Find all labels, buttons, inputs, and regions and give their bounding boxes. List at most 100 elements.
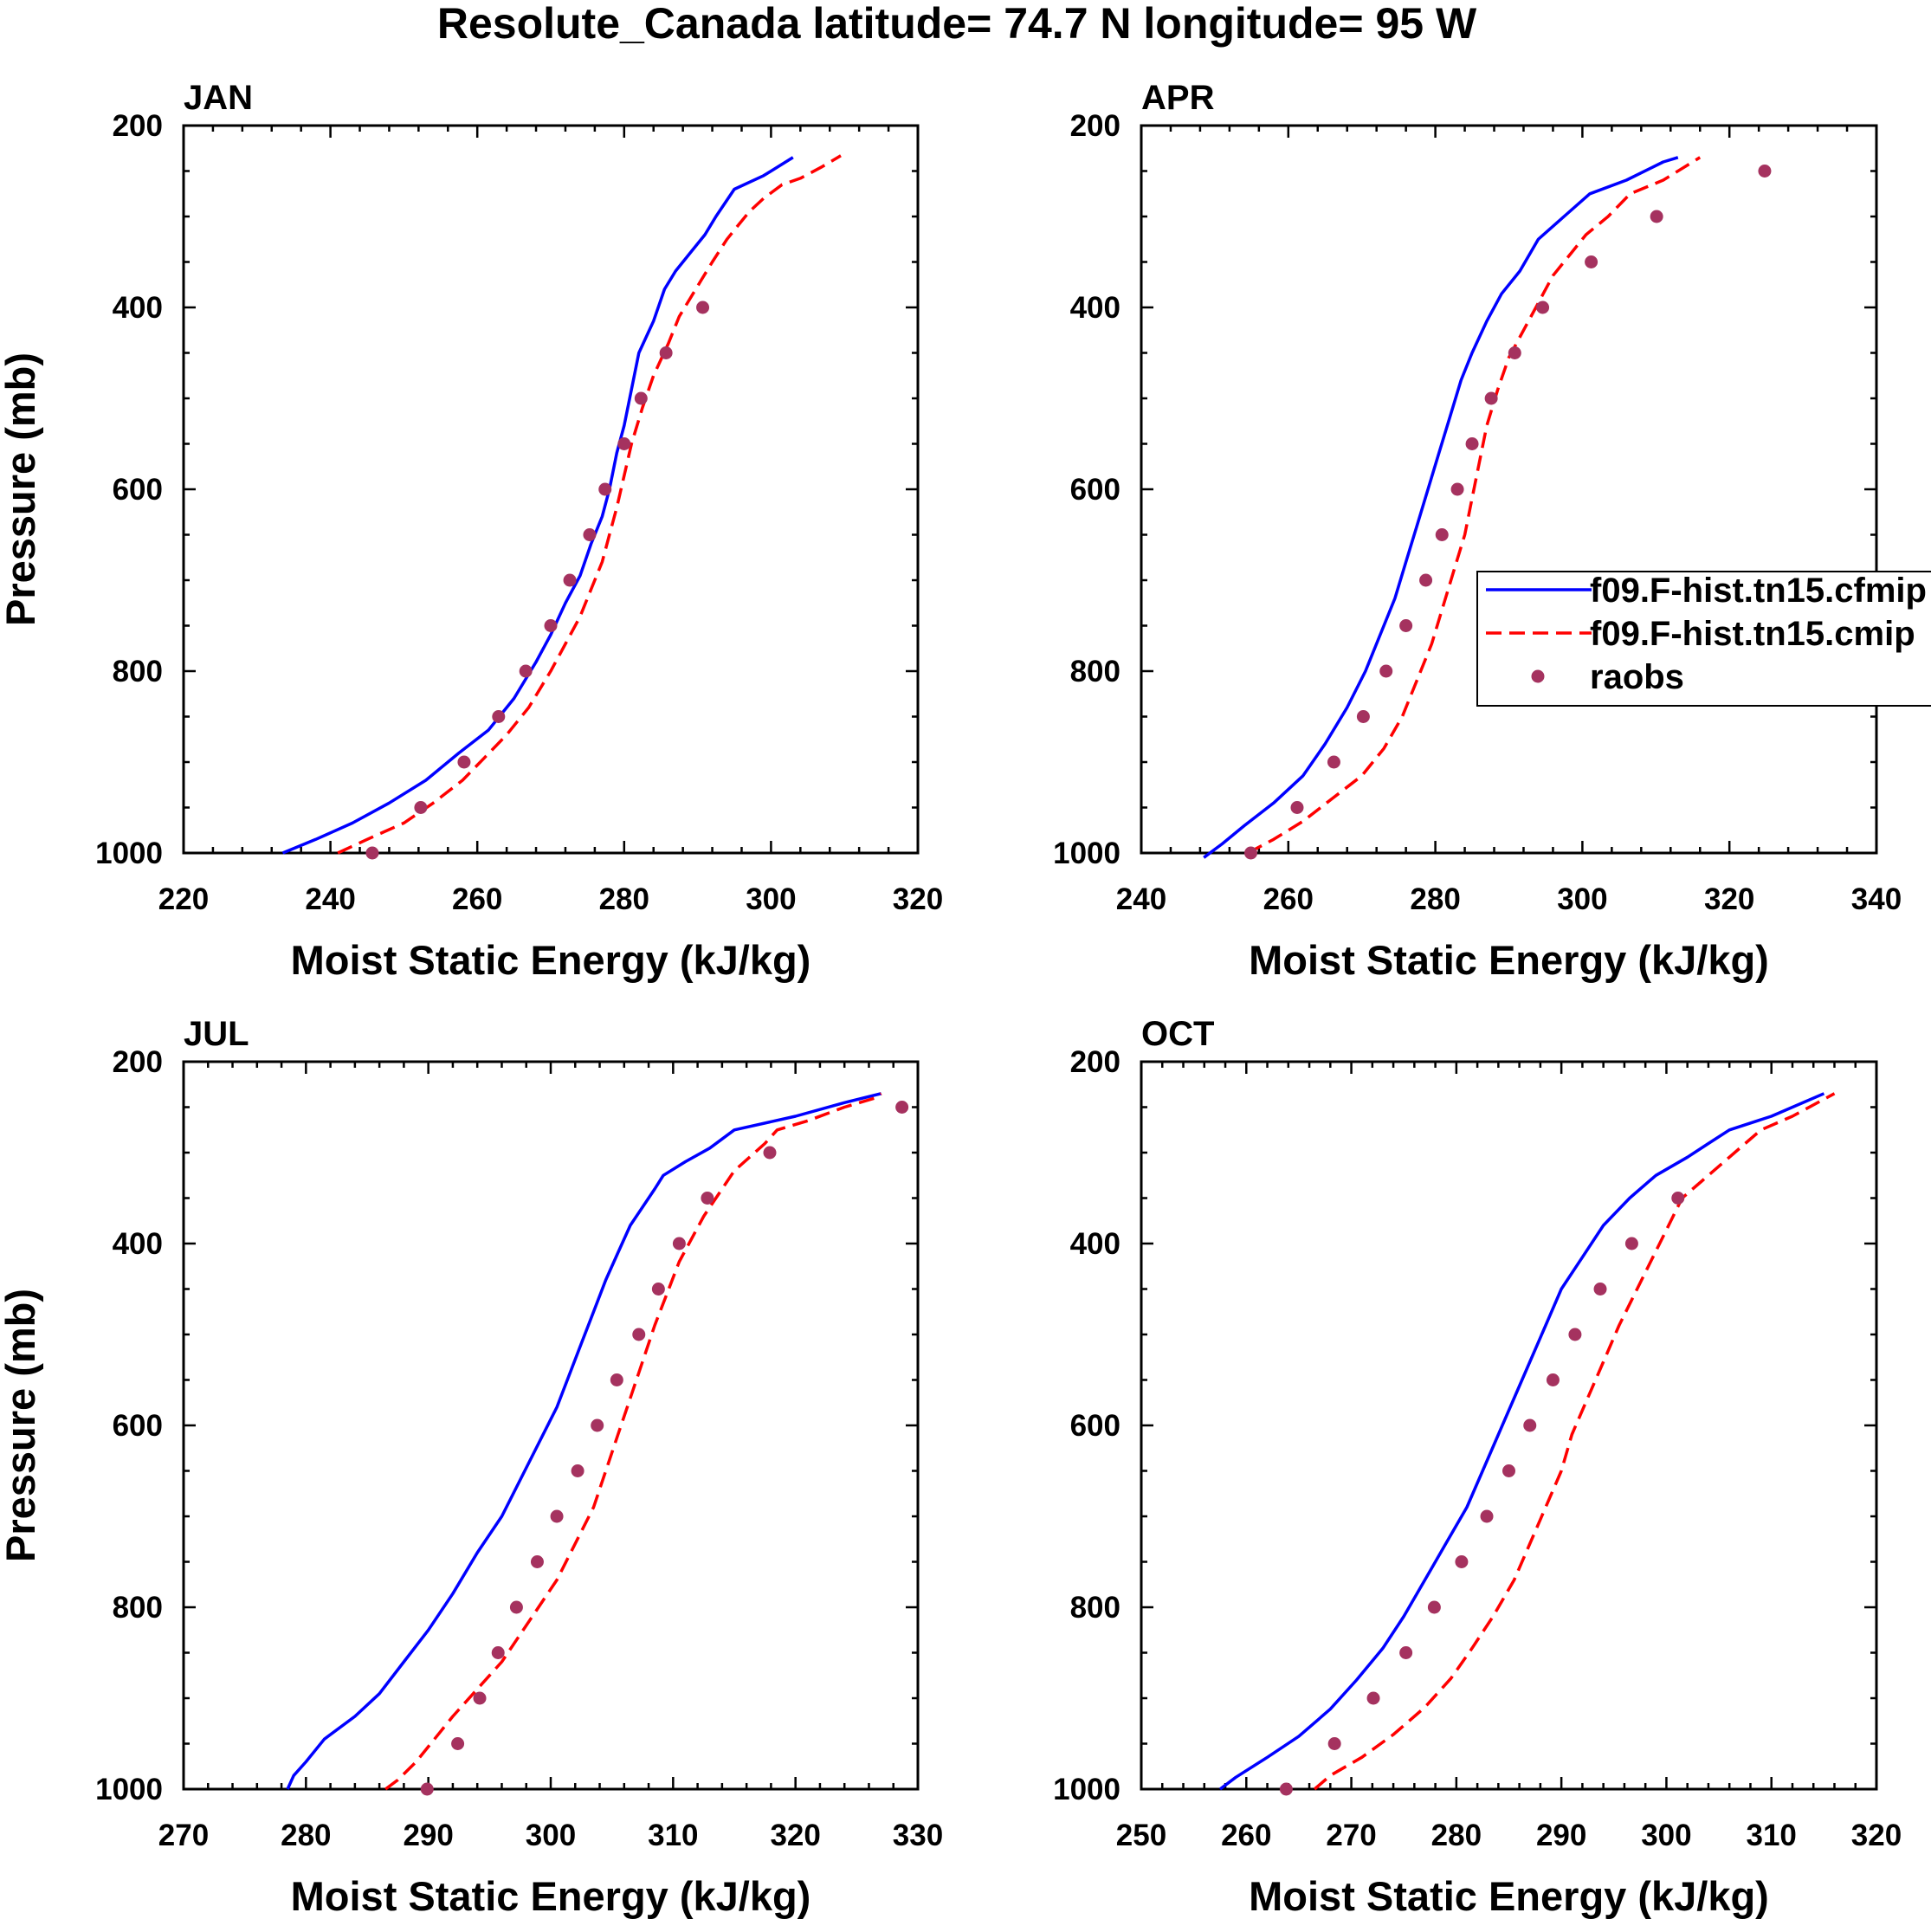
- x-axis-title: Moist Static Energy (kJ/kg): [1249, 937, 1769, 983]
- x-tick-label: 260: [452, 882, 502, 916]
- x-tick-label: 270: [1326, 1819, 1376, 1852]
- y-axis-title: Pressure (mb): [0, 1289, 43, 1562]
- raobs-point: [598, 482, 612, 496]
- x-tick-label: 290: [403, 1819, 453, 1852]
- raobs-point: [696, 300, 710, 314]
- raobs-point: [651, 1283, 665, 1296]
- legend-label: f09.F-hist.tn15.cmip: [1590, 615, 1915, 653]
- raobs-point: [701, 1192, 714, 1205]
- y-tick-label: 800: [1070, 655, 1120, 688]
- cfmip-series-line: [1218, 1092, 1825, 1791]
- cfmip-series-line: [286, 1092, 882, 1790]
- raobs-point: [1546, 1373, 1560, 1386]
- x-axis-title: Moist Static Energy (kJ/kg): [291, 1873, 811, 1919]
- x-tick-label: 260: [1221, 1819, 1271, 1852]
- y-tick-label: 800: [1070, 1591, 1120, 1625]
- raobs-point: [1585, 255, 1598, 268]
- panel-label: JAN: [184, 79, 253, 117]
- plot-frame: [1140, 124, 1878, 855]
- x-tick-label: 260: [1263, 882, 1314, 916]
- cmip-series-line: [337, 154, 842, 855]
- panel-oct: OCT 250 260 270 280 290 300 310 320 200 400 600 800 1…: [1053, 1015, 1902, 1919]
- raobs-point: [492, 710, 506, 723]
- raobs-point: [1435, 528, 1449, 541]
- y-tick-label: 600: [113, 1409, 163, 1443]
- raobs-point: [1536, 300, 1550, 314]
- raobs-point: [1399, 619, 1413, 632]
- x-axis-title: Moist Static Energy (kJ/kg): [1249, 1873, 1769, 1919]
- x-tick-label: 270: [158, 1819, 209, 1852]
- x-tick-label: 250: [1116, 1819, 1166, 1852]
- x-tick-label: 340: [1851, 882, 1902, 916]
- raobs-point: [530, 1555, 544, 1568]
- y-tick-label: 600: [1070, 1409, 1120, 1443]
- y-tick-label: 800: [113, 1591, 163, 1625]
- raobs-point: [544, 619, 558, 632]
- x-tick-label: 240: [1116, 882, 1166, 916]
- cmip-series-line: [384, 1092, 882, 1791]
- raobs-point: [1455, 1555, 1469, 1568]
- x-tick-label: 320: [893, 882, 943, 916]
- raobs-point: [610, 1373, 623, 1386]
- raobs-point: [1568, 1328, 1582, 1341]
- raobs-point: [1366, 1691, 1380, 1705]
- panels: JAN 220 240 260 280 300 320 200 400 600 800 1000 Moi…: [0, 79, 1931, 1919]
- raobs-point: [571, 1464, 584, 1477]
- raobs-point: [1484, 391, 1498, 405]
- x-tick-label: 300: [1641, 1819, 1691, 1852]
- legend-box: [1476, 571, 1931, 707]
- raobs-point: [591, 1418, 604, 1432]
- raobs-point: [1290, 801, 1304, 814]
- panel-apr: APR 240 260 280 300 320 340 200 400 600 800 1000 Moi…: [1053, 79, 1902, 983]
- raobs-point: [473, 1691, 487, 1705]
- raobs-point: [519, 664, 533, 678]
- x-axis-title: Moist Static Energy (kJ/kg): [291, 937, 811, 983]
- cmip-series-line: [1247, 156, 1702, 855]
- legend-label: raobs: [1590, 658, 1684, 696]
- x-tick-label: 300: [746, 882, 796, 916]
- raobs-point: [563, 573, 577, 587]
- x-tick-label: 320: [770, 1819, 820, 1852]
- y-tick-label: 1000: [1053, 837, 1120, 870]
- raobs-point: [632, 1328, 646, 1341]
- y-tick-label: 1000: [95, 837, 163, 870]
- cfmip-series-line: [1203, 156, 1679, 859]
- raobs-point: [1427, 1600, 1441, 1614]
- raobs-point: [659, 346, 673, 359]
- raobs-point: [1327, 1737, 1341, 1750]
- raobs-point: [1650, 210, 1663, 223]
- x-tick-label: 320: [1704, 882, 1754, 916]
- raobs-point: [550, 1509, 564, 1523]
- y-tick-label: 400: [1070, 1227, 1120, 1261]
- y-tick-label: 1000: [95, 1773, 163, 1806]
- legend-label: f09.F-hist.tn15.cfmip: [1590, 572, 1927, 610]
- raobs-point: [1244, 846, 1258, 860]
- raobs-point: [1758, 165, 1772, 178]
- raobs-point: [1450, 482, 1464, 496]
- x-tick-label: 240: [305, 882, 355, 916]
- raobs-point: [1379, 664, 1393, 678]
- raobs-point: [895, 1101, 909, 1114]
- legend-raobs-marker: [1531, 669, 1545, 683]
- raobs-point: [420, 1782, 434, 1796]
- plot-frame: [1140, 1060, 1878, 1791]
- y-tick-label: 400: [113, 1227, 163, 1261]
- y-tick-label: 600: [113, 473, 163, 507]
- panel-jul: JUL 270 280 290 300 310 320 330 200 400 600 800 1000…: [0, 1015, 943, 1919]
- raobs-point: [1480, 1509, 1494, 1523]
- raobs-point: [365, 846, 379, 860]
- x-tick-label: 300: [526, 1819, 576, 1852]
- x-tick-label: 320: [1851, 1819, 1902, 1852]
- cfmip-series-line: [281, 156, 794, 855]
- panel-label: OCT: [1141, 1015, 1214, 1053]
- y-tick-label: 400: [1070, 291, 1120, 325]
- x-tick-label: 280: [281, 1819, 331, 1852]
- raobs-point: [451, 1737, 465, 1750]
- raobs-point: [763, 1146, 777, 1160]
- raobs-point: [1508, 346, 1521, 359]
- panel-label: APR: [1141, 79, 1215, 117]
- raobs-point: [457, 755, 471, 769]
- raobs-point: [617, 437, 631, 450]
- y-tick-label: 200: [113, 1045, 163, 1079]
